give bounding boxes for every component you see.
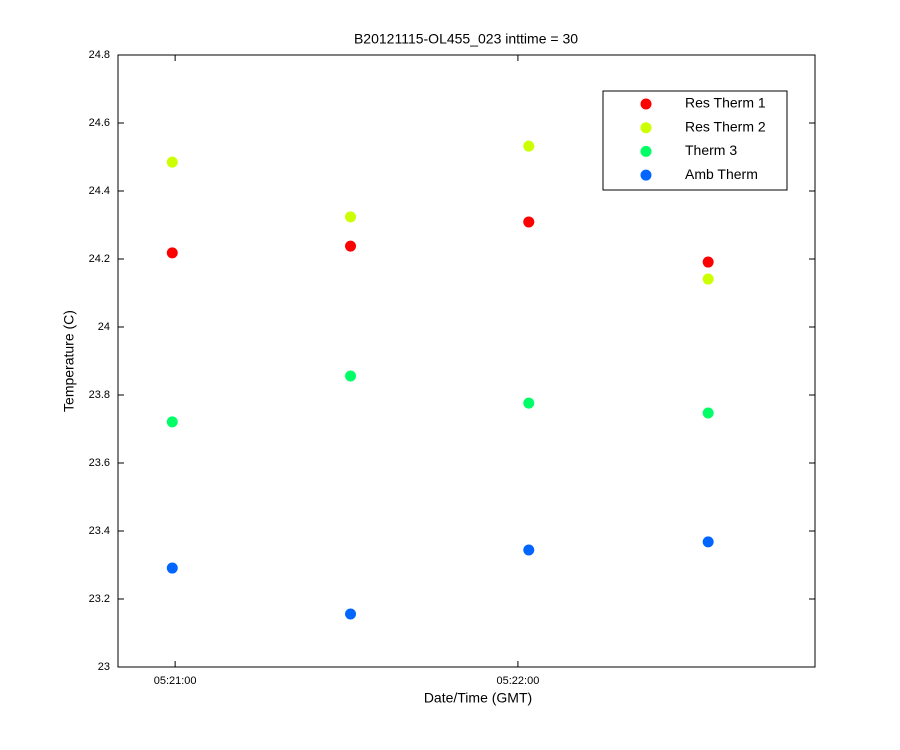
x-tick-label: 05:21:00: [154, 675, 197, 687]
y-tick-label: 24.8: [89, 49, 110, 61]
y-tick-label: 24.4: [89, 185, 110, 197]
y-tick-label: 23.6: [89, 457, 110, 469]
point: [166, 416, 178, 428]
point: [702, 256, 714, 268]
legend-marker: [640, 98, 652, 110]
point: [702, 273, 714, 285]
y-axis-label: Temperature (C): [61, 310, 77, 412]
legend-marker: [640, 145, 652, 157]
point: [345, 370, 357, 382]
legend-label: Amb Therm: [685, 166, 758, 182]
legend-label: Res Therm 2: [685, 118, 766, 134]
point: [345, 240, 357, 252]
legend-marker: [640, 169, 652, 181]
point: [166, 562, 178, 574]
point: [345, 211, 357, 223]
y-tick-label: 23.4: [89, 525, 110, 537]
y-tick-label: 23.2: [89, 593, 110, 605]
y-tick-label: 24: [98, 321, 110, 333]
point: [166, 247, 178, 259]
point: [523, 140, 535, 152]
x-axis-label: Date/Time (GMT): [424, 690, 532, 706]
point: [702, 407, 714, 419]
point: [523, 544, 535, 556]
point: [523, 397, 535, 409]
y-tick-label: 23.8: [89, 389, 110, 401]
y-tick-label: 24.6: [89, 117, 110, 129]
point: [523, 216, 535, 228]
x-tick-label: 05:22:00: [497, 675, 540, 687]
legend-label: Res Therm 1: [685, 95, 766, 111]
legend-marker: [640, 122, 652, 134]
legend-label: Therm 3: [685, 142, 737, 158]
point: [702, 536, 714, 548]
legend-box: [602, 90, 788, 191]
point: [345, 608, 357, 620]
y-tick-label: 24.2: [89, 253, 110, 265]
point: [166, 156, 178, 168]
y-tick-label: 23: [98, 661, 110, 673]
chart-title: B20121115-OL455_023 inttime = 30: [354, 31, 578, 47]
